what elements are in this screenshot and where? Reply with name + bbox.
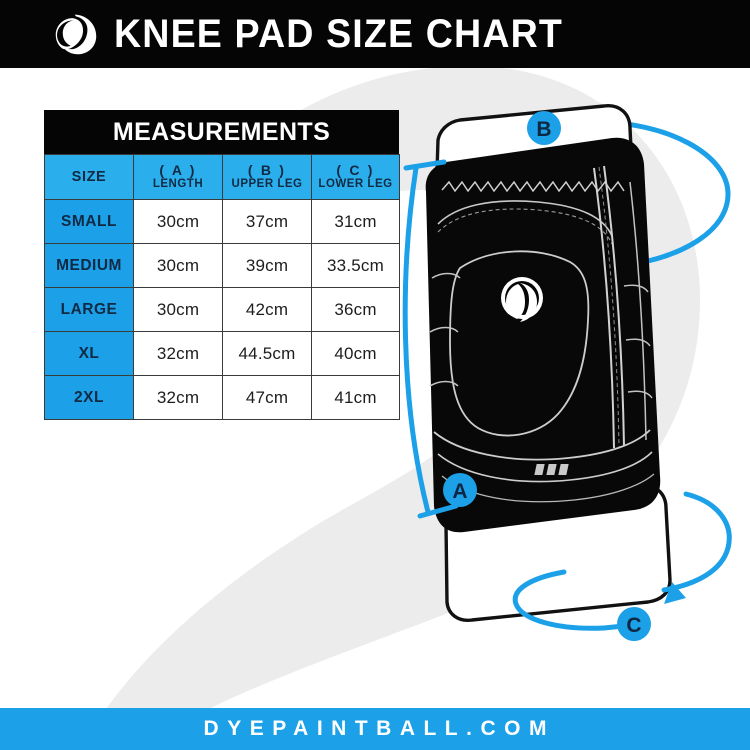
footer-website-url: DYEPAINTBALL.COM bbox=[203, 717, 555, 740]
row-size-label: SMALL bbox=[44, 199, 134, 244]
table-row: SMALL 30cm 37cm 31cm bbox=[44, 199, 400, 244]
table-row: LARGE 30cm 42cm 36cm bbox=[44, 287, 400, 332]
table-header-row: SIZE ( A ) LENGTH ( B ) UPPER LEG ( C ) … bbox=[44, 154, 400, 200]
row-size-label: LARGE bbox=[44, 287, 134, 332]
cell-upper-leg: 44.5cm bbox=[222, 331, 312, 376]
measurements-table: MEASUREMENTS SIZE ( A ) LENGTH ( B ) UPP… bbox=[44, 110, 400, 420]
cell-upper-leg: 37cm bbox=[222, 199, 312, 244]
cell-lower-leg: 41cm bbox=[311, 375, 400, 420]
cell-length: 30cm bbox=[133, 199, 223, 244]
column-header-upper-leg: ( B ) UPPER LEG bbox=[222, 154, 312, 200]
cell-length: 32cm bbox=[133, 375, 223, 420]
dye-swoosh-logo-icon bbox=[55, 14, 97, 55]
page-footer: DYEPAINTBALL.COM bbox=[0, 708, 750, 750]
cell-lower-leg: 40cm bbox=[311, 331, 400, 376]
cell-length: 30cm bbox=[133, 287, 223, 332]
row-size-label: XL bbox=[44, 331, 134, 376]
column-header-lower-leg: ( C ) LOWER LEG bbox=[311, 154, 400, 200]
knee-pad-diagram: A B C bbox=[398, 72, 750, 708]
page-title: KNEE PAD SIZE CHART bbox=[114, 12, 563, 56]
table-row: XL 32cm 44.5cm 40cm bbox=[44, 331, 400, 376]
cell-lower-leg: 33.5cm bbox=[311, 243, 400, 288]
callout-letter-a: A bbox=[452, 480, 467, 503]
row-size-label: MEDIUM bbox=[44, 243, 134, 288]
table-row: MEDIUM 30cm 39cm 33.5cm bbox=[44, 243, 400, 288]
cell-lower-leg: 31cm bbox=[311, 199, 400, 244]
dye-wordmark-icon bbox=[534, 464, 569, 475]
column-header-size: SIZE bbox=[44, 154, 134, 200]
cell-length: 32cm bbox=[133, 331, 223, 376]
cell-length: 30cm bbox=[133, 243, 223, 288]
cell-upper-leg: 47cm bbox=[222, 375, 312, 420]
callout-letter-b: B bbox=[536, 118, 551, 141]
cell-lower-leg: 36cm bbox=[311, 287, 400, 332]
cell-upper-leg: 39cm bbox=[222, 243, 312, 288]
cell-upper-leg: 42cm bbox=[222, 287, 312, 332]
page-header: KNEE PAD SIZE CHART bbox=[0, 0, 750, 68]
column-header-length: ( A ) LENGTH bbox=[133, 154, 223, 200]
table-title: MEASUREMENTS bbox=[44, 110, 399, 154]
callout-letter-c: C bbox=[626, 614, 641, 637]
callout-badge-c: C bbox=[617, 607, 651, 641]
callout-badge-b: B bbox=[527, 111, 561, 145]
table-row: 2XL 32cm 47cm 41cm bbox=[44, 375, 400, 420]
callout-badge-a: A bbox=[443, 473, 477, 507]
row-size-label: 2XL bbox=[44, 375, 134, 420]
